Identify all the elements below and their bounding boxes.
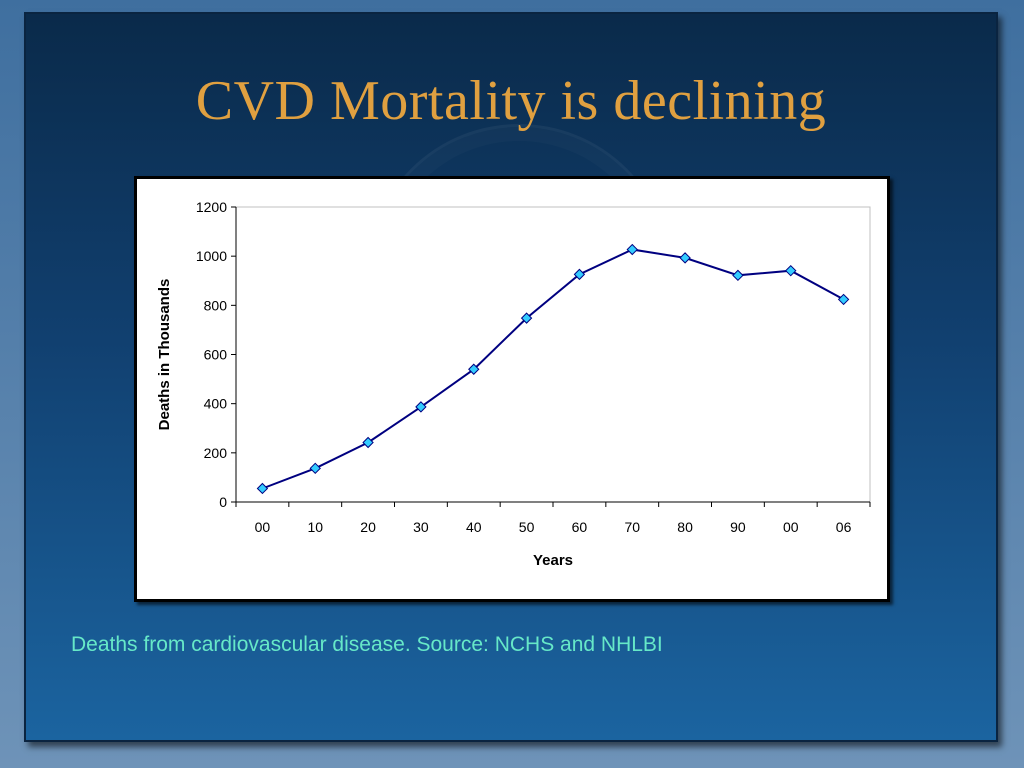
y-axis-title: Deaths in Thousands [156,279,173,431]
chart-container: 0 200 400 600 800 1000 1200 00 10 20 30 40 50 60 70 80… [134,176,890,602]
y-tick-label: 200 [204,445,228,461]
data-point [468,363,480,375]
y-tick-label: 0 [219,494,227,510]
data-point [732,269,744,282]
y-tick-label: 800 [204,297,228,313]
series-deaths [256,243,850,495]
data-point [573,268,586,281]
y-tick-label: 400 [204,396,228,412]
y-axis: 0 200 400 600 800 1000 1200 [196,199,871,510]
x-tick-label: 70 [624,519,640,535]
plot-area-frame [235,206,871,503]
data-point [785,264,797,277]
x-tick-label: 40 [466,519,482,535]
x-tick-label: 80 [677,519,693,535]
x-tick-label: 30 [413,519,429,535]
data-point [362,436,374,449]
data-point [837,293,850,306]
data-point [626,243,638,256]
x-tick-label: 00 [255,519,271,535]
data-point [309,462,321,475]
x-tick-label: 20 [360,519,376,535]
series-line [262,248,845,490]
x-tick-label: 06 [836,519,852,535]
data-point [520,312,533,324]
x-tick-label: 10 [307,519,323,535]
x-axis: 00 10 20 30 40 50 60 70 80 90 00 06 [235,501,871,535]
x-tick-label: 00 [783,519,799,535]
slide: CVD Mortality is declining 0 200 400 600 800… [24,12,998,742]
y-tick-label: 600 [204,347,228,363]
slide-caption: Deaths from cardiovascular disease. Sour… [71,633,663,656]
line-chart: 0 200 400 600 800 1000 1200 00 10 20 30 40 50 60 70 80… [156,199,871,569]
y-tick-label: 1000 [196,248,227,264]
x-tick-label: 90 [730,519,746,535]
slide-title: CVD Mortality is declining [195,70,827,132]
y-tick-label: 1200 [196,199,227,215]
x-tick-label: 60 [572,519,588,535]
data-point [256,482,269,495]
x-axis-title: Years [533,552,573,569]
x-tick-label: 50 [519,519,535,535]
data-point [679,252,691,264]
data-point [415,401,427,413]
